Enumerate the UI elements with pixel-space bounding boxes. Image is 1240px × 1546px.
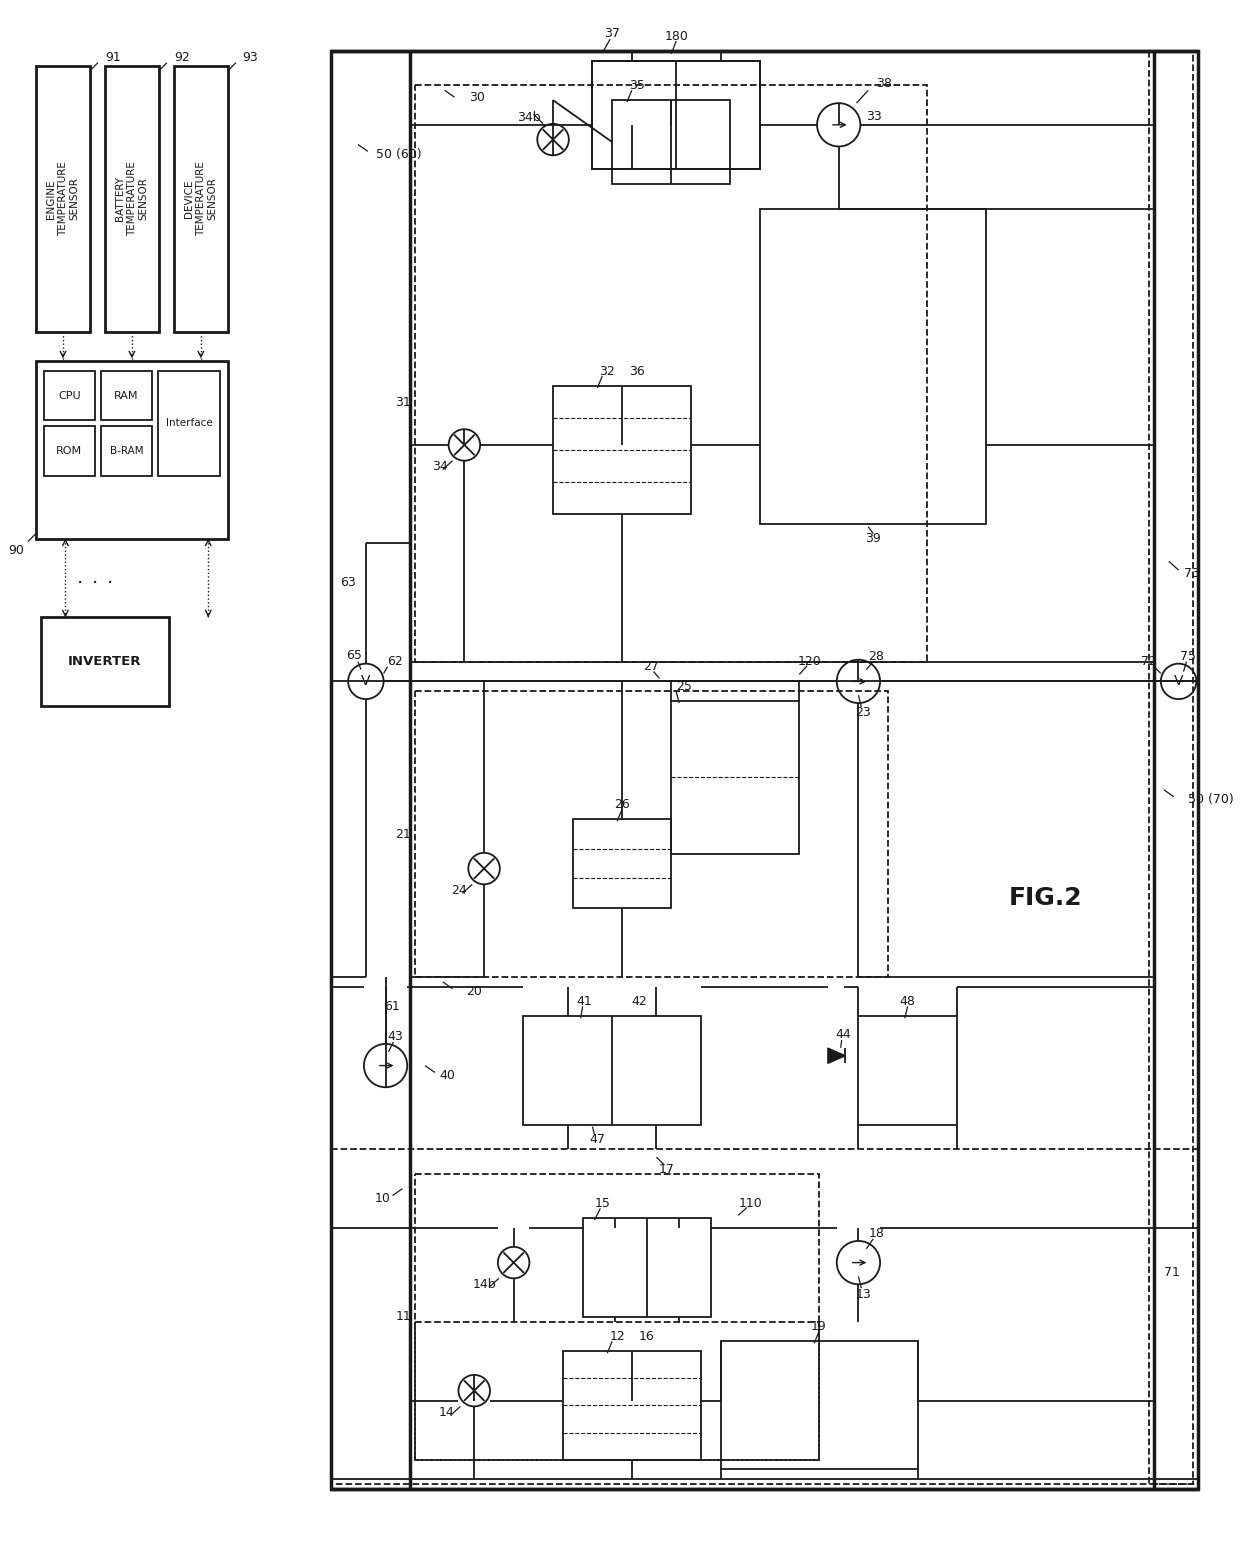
- Text: 15: 15: [594, 1197, 610, 1211]
- Bar: [415, 1173, 820, 1459]
- Bar: [43, 427, 95, 476]
- Bar: [671, 700, 800, 853]
- Text: .: .: [92, 569, 98, 587]
- Text: DEVICE
TEMPERATURE
SENSOR: DEVICE TEMPERATURE SENSOR: [185, 161, 217, 237]
- Text: 11: 11: [396, 1311, 412, 1323]
- Bar: [573, 819, 671, 908]
- Text: 38: 38: [877, 77, 892, 90]
- Text: 28: 28: [868, 651, 884, 663]
- Text: 73: 73: [1183, 566, 1199, 580]
- Bar: [43, 371, 95, 421]
- Text: 34: 34: [432, 461, 448, 473]
- Text: 37: 37: [604, 26, 620, 40]
- Bar: [36, 65, 91, 332]
- Text: 12: 12: [609, 1330, 625, 1343]
- Text: 41: 41: [577, 996, 593, 1008]
- Text: 14: 14: [439, 1405, 455, 1419]
- Text: 110: 110: [738, 1197, 761, 1211]
- Text: V: V: [1174, 674, 1183, 688]
- Text: 10: 10: [374, 1192, 391, 1204]
- Bar: [593, 60, 760, 169]
- Bar: [174, 65, 228, 332]
- Polygon shape: [828, 1048, 846, 1064]
- Text: 43: 43: [388, 1030, 403, 1042]
- Bar: [523, 1016, 701, 1124]
- Text: 36: 36: [629, 365, 645, 377]
- Bar: [720, 1342, 918, 1469]
- Text: 72: 72: [1141, 656, 1157, 668]
- Text: 75: 75: [1180, 651, 1197, 663]
- Text: Interface: Interface: [166, 419, 212, 428]
- Bar: [583, 1218, 711, 1317]
- Text: 14b: 14b: [472, 1277, 496, 1291]
- Text: 39: 39: [866, 532, 882, 546]
- Text: RAM: RAM: [114, 391, 139, 400]
- Bar: [100, 427, 153, 476]
- Text: FIG.2: FIG.2: [1009, 886, 1083, 911]
- Text: 61: 61: [384, 1000, 401, 1013]
- Text: 180: 180: [665, 29, 688, 43]
- Text: 65: 65: [346, 649, 362, 662]
- Text: 19: 19: [811, 1320, 827, 1333]
- Text: 91: 91: [105, 51, 120, 65]
- Text: B-RAM: B-RAM: [109, 445, 144, 456]
- Text: 33: 33: [867, 110, 882, 124]
- Bar: [415, 691, 888, 977]
- Bar: [415, 1322, 820, 1459]
- Bar: [41, 617, 169, 707]
- Text: 13: 13: [856, 1288, 872, 1300]
- Bar: [157, 371, 219, 476]
- Bar: [331, 1149, 1198, 1484]
- Bar: [1149, 51, 1193, 1484]
- Text: ENGINE
TEMPERATURE
SENSOR: ENGINE TEMPERATURE SENSOR: [46, 161, 79, 237]
- Bar: [553, 386, 691, 513]
- Text: 34b: 34b: [517, 111, 541, 124]
- Bar: [105, 65, 159, 332]
- Text: 93: 93: [243, 51, 258, 65]
- Text: 23: 23: [856, 707, 872, 719]
- Text: .: .: [107, 569, 113, 587]
- Bar: [415, 85, 928, 662]
- Text: 50 (70): 50 (70): [1188, 793, 1234, 805]
- Text: 120: 120: [797, 656, 821, 668]
- Text: 32: 32: [599, 365, 615, 377]
- Text: CPU: CPU: [58, 391, 81, 400]
- Text: 63: 63: [340, 577, 356, 589]
- Text: 40: 40: [440, 1068, 455, 1082]
- Text: V: V: [361, 674, 371, 688]
- Text: 17: 17: [658, 1163, 675, 1175]
- Text: INVERTER: INVERTER: [68, 656, 141, 668]
- Text: 42: 42: [632, 996, 647, 1008]
- Text: BATTERY
TEMPERATURE
SENSOR: BATTERY TEMPERATURE SENSOR: [115, 161, 149, 237]
- Text: 25: 25: [676, 680, 692, 693]
- Bar: [593, 60, 760, 169]
- Text: 16: 16: [639, 1330, 655, 1343]
- Text: 71: 71: [1164, 1266, 1179, 1279]
- Bar: [100, 371, 153, 421]
- Bar: [331, 51, 1198, 1489]
- Text: 31: 31: [396, 396, 412, 408]
- Text: 35: 35: [629, 79, 645, 91]
- Text: 30: 30: [469, 91, 485, 104]
- Text: ROM: ROM: [56, 445, 82, 456]
- Text: 20: 20: [466, 985, 482, 999]
- Text: 62: 62: [388, 656, 403, 668]
- Text: 92: 92: [174, 51, 190, 65]
- Bar: [858, 1016, 957, 1124]
- Bar: [613, 100, 730, 184]
- Text: 50 (60): 50 (60): [376, 148, 422, 161]
- Text: 24: 24: [451, 884, 467, 897]
- Text: .: .: [77, 569, 83, 587]
- Text: 27: 27: [644, 660, 660, 673]
- Bar: [36, 362, 228, 538]
- Bar: [760, 209, 987, 524]
- Text: 18: 18: [868, 1226, 884, 1240]
- Text: 47: 47: [589, 1133, 605, 1146]
- Text: 21: 21: [396, 827, 412, 841]
- Text: 26: 26: [614, 798, 630, 812]
- Text: 44: 44: [836, 1028, 852, 1040]
- Text: 48: 48: [900, 996, 915, 1008]
- Bar: [563, 1351, 701, 1459]
- Text: 90: 90: [9, 544, 24, 557]
